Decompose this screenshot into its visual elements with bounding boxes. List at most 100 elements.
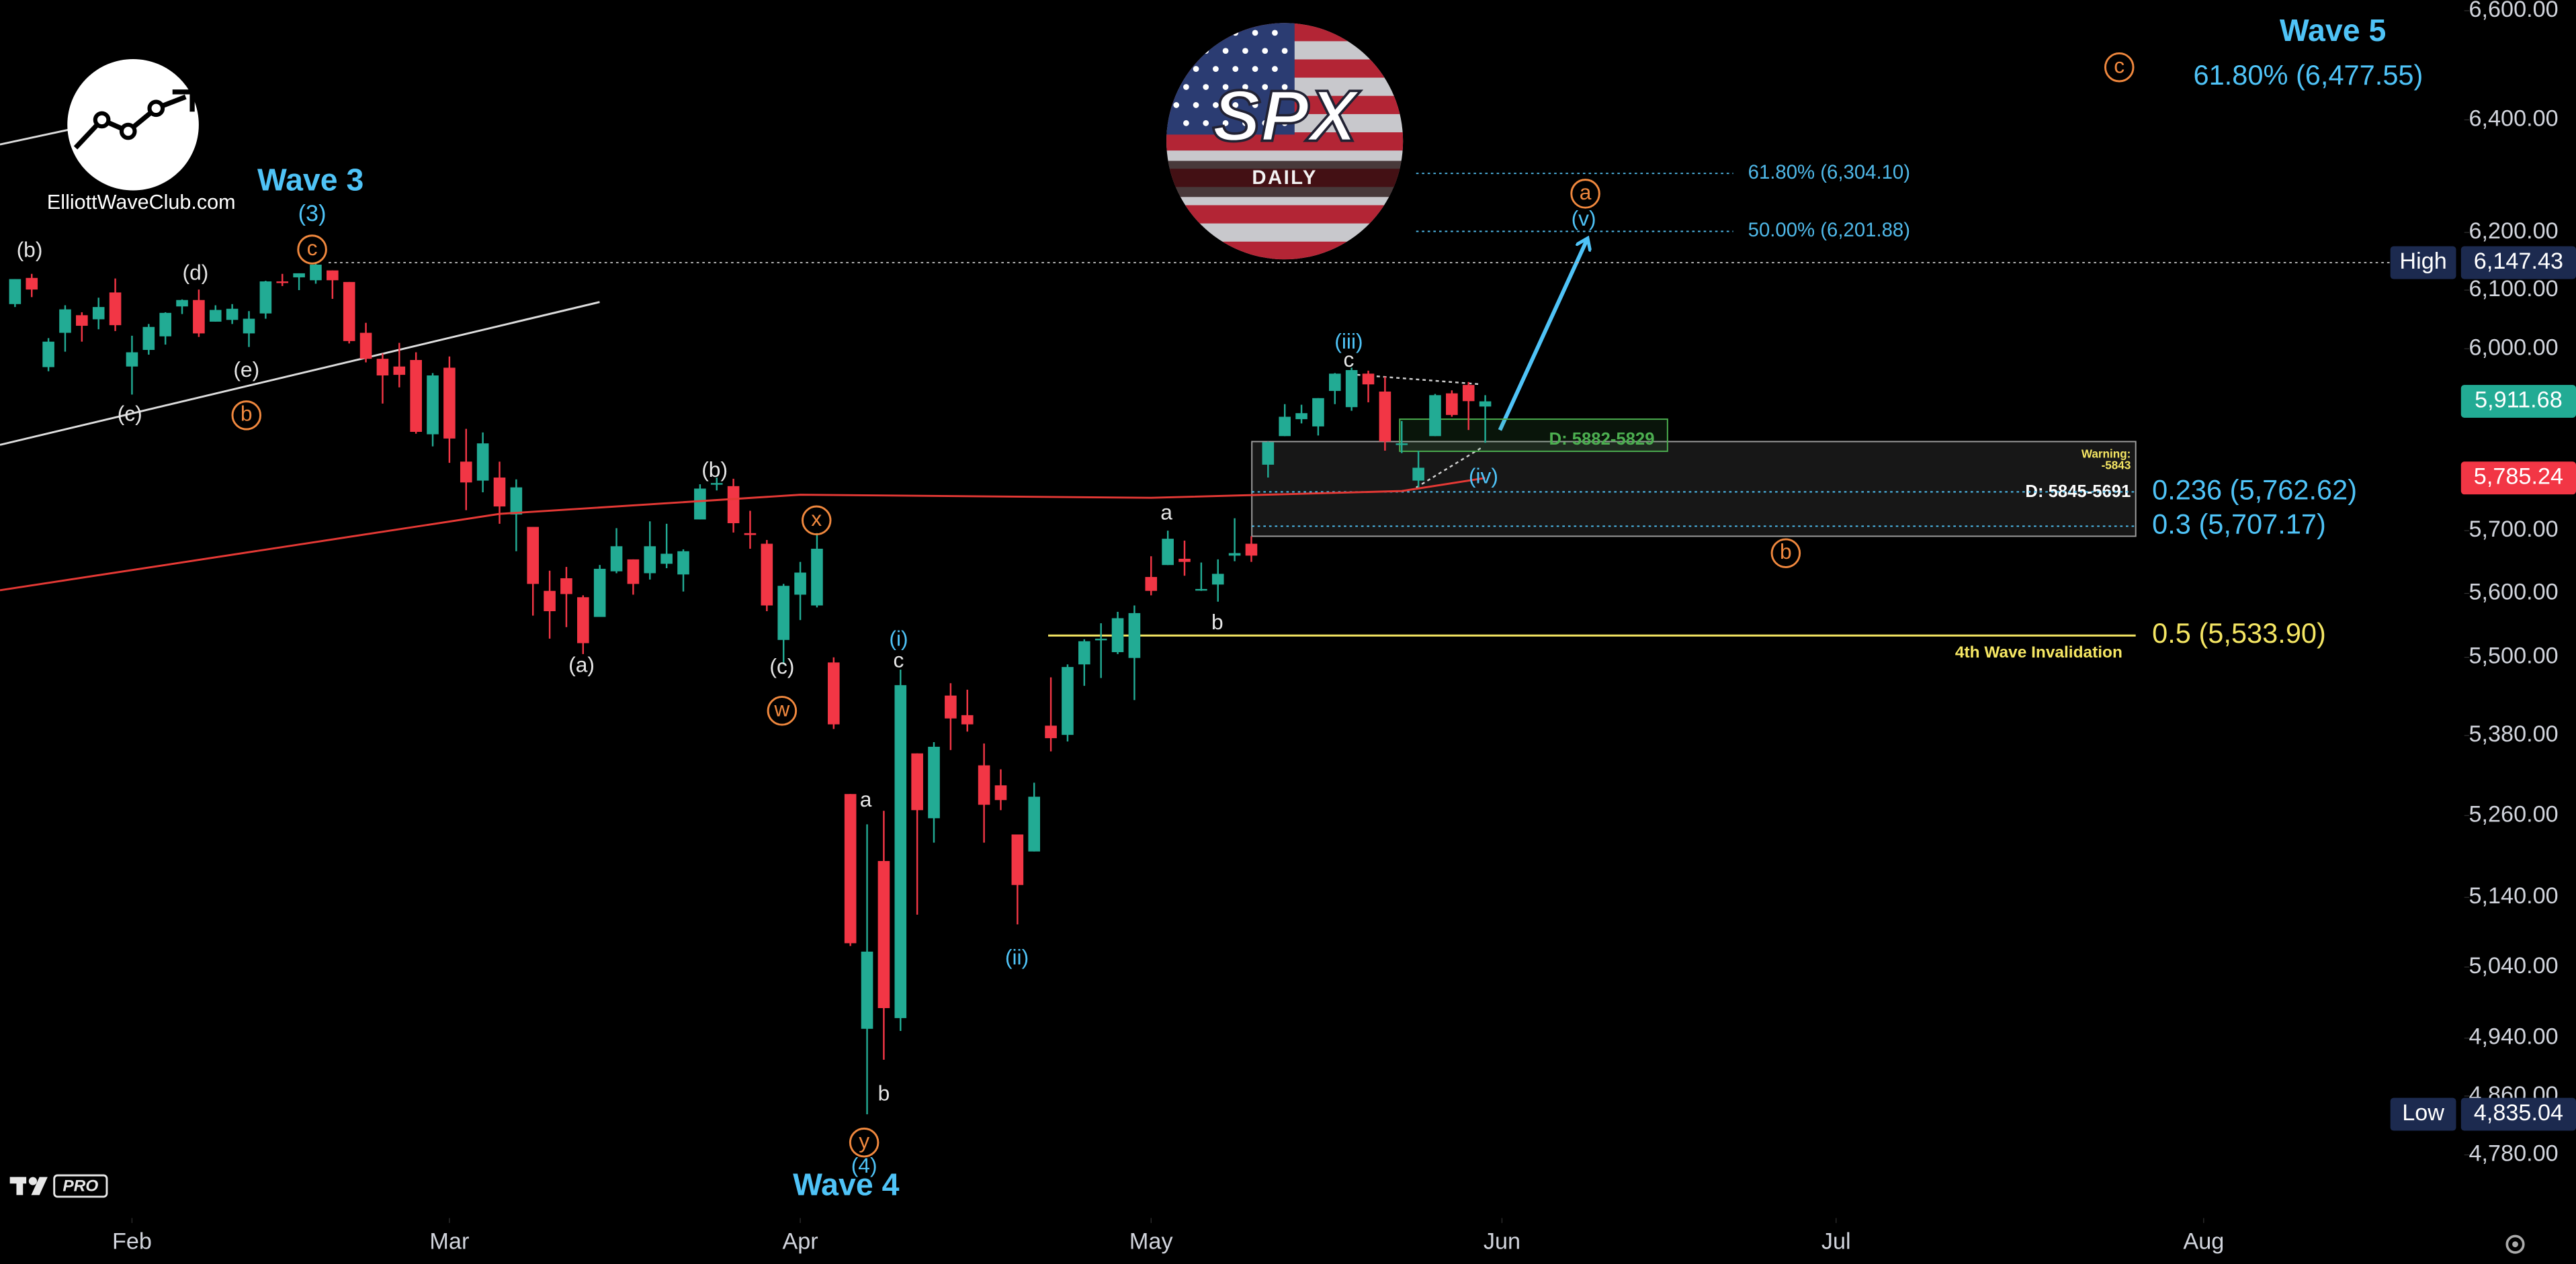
y-tick-label: 5,600.00 bbox=[2468, 580, 2558, 605]
candle-body bbox=[476, 443, 489, 481]
candle-body bbox=[1045, 725, 1057, 739]
x-tick-label: Jul bbox=[1821, 1228, 1851, 1254]
star bbox=[1262, 84, 1269, 90]
candle-body bbox=[1279, 416, 1291, 437]
tv-shape bbox=[28, 1177, 38, 1185]
tv-shape bbox=[16, 1177, 24, 1195]
wave-label: (d) bbox=[183, 261, 209, 285]
candle-body bbox=[343, 281, 355, 341]
candle-body bbox=[1178, 558, 1191, 562]
star bbox=[1242, 84, 1248, 90]
wave-label: (b) bbox=[17, 237, 43, 261]
star bbox=[1281, 84, 1288, 90]
candle-body bbox=[1479, 401, 1492, 407]
wave-label: (4) bbox=[851, 1153, 877, 1177]
candle-body bbox=[1446, 393, 1458, 415]
stripe bbox=[1166, 132, 1404, 151]
star bbox=[1232, 66, 1239, 73]
channel-line bbox=[0, 128, 70, 146]
level-label: 61.80% (6,304.10) bbox=[1748, 161, 1910, 183]
star bbox=[1193, 66, 1199, 73]
y-tick-label: 5,380.00 bbox=[2468, 721, 2558, 747]
label-circle bbox=[2104, 52, 2135, 83]
zone-label: D: 5882-5829 bbox=[1549, 430, 1655, 449]
candle-body bbox=[794, 572, 806, 595]
candle-body bbox=[861, 951, 873, 1029]
label-circle bbox=[1770, 538, 1801, 568]
price-tag-name-box bbox=[2390, 246, 2456, 279]
tv-box bbox=[53, 1174, 108, 1198]
candle-body bbox=[1362, 373, 1375, 385]
candle-body bbox=[1111, 618, 1124, 653]
candle-body bbox=[92, 307, 105, 320]
x-tick-label: May bbox=[1129, 1228, 1174, 1254]
star bbox=[1213, 102, 1219, 108]
candle-body bbox=[259, 281, 272, 314]
wave-label: (iii) bbox=[1334, 329, 1363, 353]
candle-body bbox=[544, 590, 556, 612]
y-tick-label: 5,500.00 bbox=[2468, 643, 2558, 669]
star bbox=[1272, 66, 1278, 73]
gear[interactable] bbox=[2505, 1234, 2525, 1254]
candle-body bbox=[610, 546, 623, 572]
trend-dotted bbox=[1416, 445, 1484, 488]
candle-body bbox=[42, 341, 54, 367]
wave-label: c bbox=[894, 647, 904, 672]
candle-body bbox=[1162, 539, 1174, 566]
x-tick-label: Feb bbox=[112, 1228, 152, 1254]
candle-body bbox=[1262, 442, 1275, 465]
candle-body bbox=[1128, 613, 1141, 658]
candle-body bbox=[226, 308, 239, 320]
star bbox=[1252, 66, 1258, 73]
star bbox=[1203, 84, 1209, 90]
settings-icon[interactable] bbox=[2505, 1234, 2525, 1254]
price-tag-label: 4,835.04 bbox=[2474, 1100, 2563, 1126]
y-tick-label: 4,940.00 bbox=[2468, 1024, 2558, 1050]
candle-body bbox=[1211, 574, 1224, 585]
x-tick-label: Aug bbox=[2183, 1228, 2224, 1254]
candle-body bbox=[677, 551, 689, 575]
candle-body bbox=[209, 310, 222, 322]
candle-body bbox=[26, 277, 38, 290]
price-tag-name-box bbox=[2390, 1097, 2456, 1131]
candle-body bbox=[1094, 638, 1107, 641]
candle-body bbox=[393, 366, 406, 375]
candle-body bbox=[109, 292, 122, 326]
candle-body bbox=[493, 478, 506, 507]
tv-badge: PRO bbox=[9, 1174, 108, 1198]
candle-body bbox=[593, 568, 606, 617]
zone bbox=[1251, 441, 2137, 537]
wave-label: b bbox=[241, 402, 253, 426]
star bbox=[1252, 30, 1258, 36]
y-tick-label: 6,100.00 bbox=[2468, 276, 2558, 302]
candle-body bbox=[1245, 543, 1258, 556]
candle-body bbox=[176, 300, 188, 307]
candle-body bbox=[1078, 641, 1090, 665]
candle-body bbox=[510, 487, 523, 515]
wave-label: (3) bbox=[298, 201, 327, 226]
logo-title: SPX bbox=[1212, 75, 1361, 156]
brand-text: ElliottWaveClub.com bbox=[47, 191, 236, 214]
star bbox=[1281, 48, 1288, 54]
tv-badge-text: PRO bbox=[62, 1177, 98, 1195]
price-tag-label: 5,785.24 bbox=[2474, 464, 2563, 490]
star bbox=[1173, 102, 1180, 108]
candle-body bbox=[310, 265, 322, 281]
y-tick-label: 6,000.00 bbox=[2468, 334, 2558, 360]
candle-body bbox=[1345, 370, 1358, 408]
candle-body bbox=[1429, 395, 1441, 437]
candle-body bbox=[1228, 553, 1241, 556]
brand-dot bbox=[93, 111, 111, 129]
wave-label: (iv) bbox=[1469, 464, 1498, 488]
y-tick-label: 4,780.00 bbox=[2468, 1141, 2558, 1167]
label-circle bbox=[1570, 179, 1600, 209]
candle-body bbox=[727, 486, 740, 523]
star bbox=[1262, 48, 1269, 54]
wave-label: a bbox=[860, 787, 872, 811]
wave-label: (a) bbox=[568, 653, 595, 677]
label-circle bbox=[801, 505, 832, 536]
candle-body bbox=[1462, 385, 1475, 402]
logo-subtitle: DAILY bbox=[1252, 167, 1318, 189]
y-tick-label: 6,600.00 bbox=[2468, 0, 2558, 22]
